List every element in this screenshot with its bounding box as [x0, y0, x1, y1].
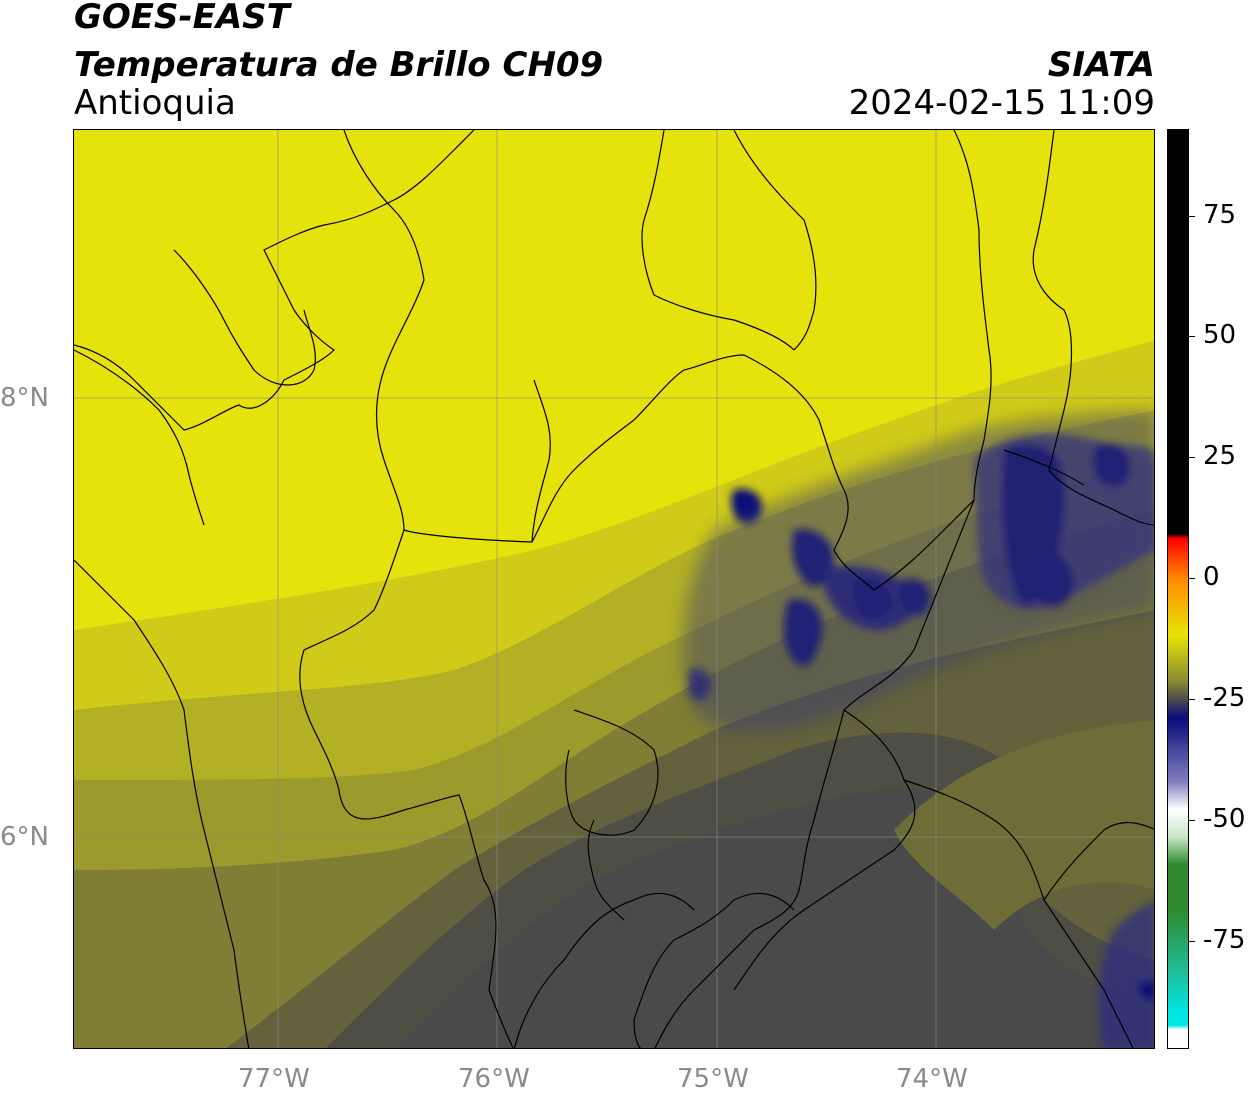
lat-tick-8n: 8°N: [0, 383, 49, 413]
colorbar-tickmark: [1189, 699, 1195, 700]
datetime-label: 2024-02-15 11:09: [848, 83, 1155, 123]
colorbar-tick-minus75: -75: [1203, 925, 1246, 955]
colorbar-tickmark: [1189, 216, 1195, 217]
colorbar-tickmark: [1189, 578, 1195, 579]
graticule: [74, 130, 1154, 1048]
lon-tick-76w: 76°W: [458, 1064, 530, 1094]
lat-tick-6n: 6°N: [0, 822, 49, 852]
boundaries: [74, 130, 1154, 1048]
lon-tick-74w: 74°W: [896, 1064, 968, 1094]
region-label: Antioquia: [74, 83, 236, 123]
brightness-temperature-map: [74, 130, 1154, 1048]
colorbar-tick-75: 75: [1203, 200, 1237, 230]
southeast-olive: [894, 720, 1154, 930]
satellite-title: GOES-EAST: [74, 0, 290, 37]
map-panel[interactable]: [73, 129, 1155, 1049]
lon-tick-75w: 75°W: [677, 1064, 749, 1094]
colorbar-tickmark: [1189, 941, 1195, 942]
product-title: Temperatura de Brillo CH09: [74, 45, 604, 85]
colorbar-tickmark: [1189, 820, 1195, 821]
colorbar-tick-0: 0: [1203, 562, 1220, 592]
agency-label: SIATA: [1047, 45, 1155, 85]
cell-halo: [683, 410, 1154, 732]
colorbar-tick-minus25: -25: [1203, 683, 1246, 713]
colorbar-tickmark: [1189, 336, 1195, 337]
colorbar-tick-25: 25: [1203, 441, 1237, 471]
colorbar: [1167, 129, 1189, 1049]
colorbar-tickmark: [1189, 457, 1195, 458]
colorbar-tick-50: 50: [1203, 320, 1237, 350]
lon-tick-77w: 77°W: [238, 1064, 310, 1094]
colorbar-tick-minus50: -50: [1203, 804, 1246, 834]
